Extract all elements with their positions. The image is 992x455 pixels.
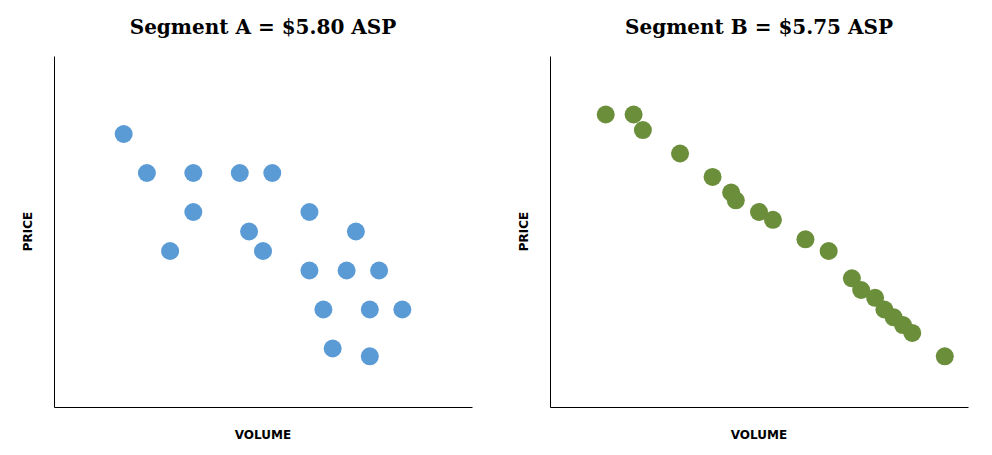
point (254, 242, 272, 260)
point (184, 203, 202, 221)
y-axis-title: PRICE (21, 212, 35, 252)
y-axis (550, 57, 551, 408)
point (231, 164, 249, 182)
x-axis-line (551, 407, 969, 408)
y-axis (54, 57, 55, 408)
x-axis (551, 407, 969, 408)
point (314, 301, 332, 319)
point (161, 242, 179, 260)
point (671, 145, 689, 163)
point (324, 340, 342, 358)
point (936, 347, 954, 365)
point (796, 230, 814, 248)
point (115, 125, 133, 143)
point (361, 301, 379, 319)
x-axis (55, 407, 473, 408)
point (370, 262, 388, 280)
point (263, 164, 281, 182)
figure: Segment A = $5.80 ASPVOLUMEPRICESegment … (0, 0, 992, 455)
point (300, 262, 318, 280)
point (634, 121, 652, 139)
x-axis-line (55, 407, 473, 408)
point (903, 324, 921, 342)
y-axis-title: PRICE (517, 212, 531, 252)
point (820, 242, 838, 260)
panel: Segment B = $5.75 ASP VOLUME PRICE (517, 15, 969, 442)
point (138, 164, 156, 182)
point (361, 347, 379, 365)
point (300, 203, 318, 221)
title: Segment A = $5.80 ASP (130, 15, 397, 39)
y-axis-line (54, 57, 55, 408)
point (625, 106, 643, 124)
point (727, 191, 745, 209)
title: Segment B = $5.75 ASP (625, 15, 893, 39)
point (393, 301, 411, 319)
point (184, 164, 202, 182)
point (764, 211, 782, 229)
y-axis-line (550, 57, 551, 408)
points (115, 125, 412, 365)
panel: Segment A = $5.80 ASP VOLUME PRICE (21, 15, 473, 442)
point (597, 106, 615, 124)
point (338, 262, 356, 280)
x-axis-title: VOLUME (235, 428, 291, 442)
x-axis-title: VOLUME (731, 428, 787, 442)
point (704, 168, 722, 186)
point (347, 223, 365, 241)
point (240, 223, 258, 241)
points (597, 106, 954, 366)
